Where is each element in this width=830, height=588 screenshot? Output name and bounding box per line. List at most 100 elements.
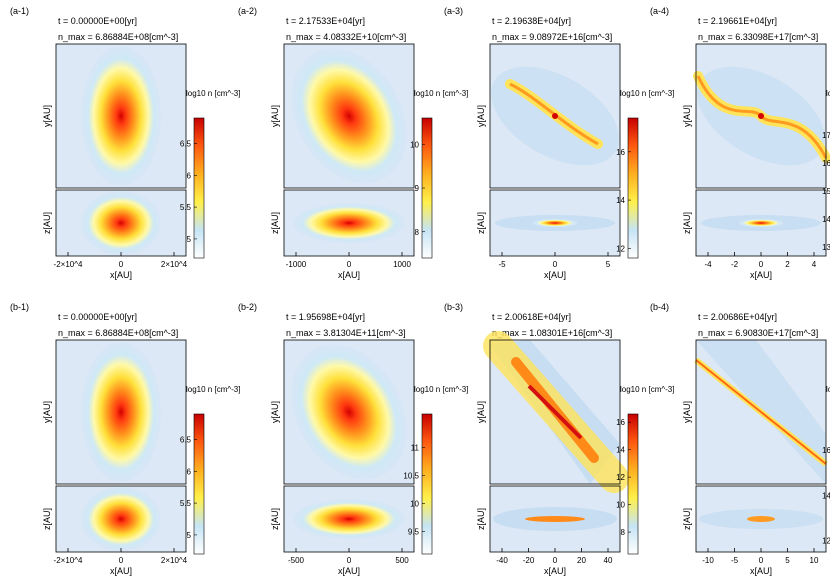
x-tick-label: -2 — [731, 260, 739, 269]
max-density-label: n_max = 6.86884E+08[cm^-3] — [58, 32, 178, 42]
x-tick-label: 2×10^4 — [161, 260, 188, 269]
density-core — [291, 48, 407, 184]
colorbar-tick-label: 5 — [187, 531, 192, 540]
peak-dot — [758, 113, 764, 119]
y-axis-label: y[AU] — [682, 105, 692, 127]
x-tick-label: -2×10^4 — [54, 556, 83, 565]
colorbar-tick-label: 13 — [822, 243, 830, 252]
colorbar-tick-label: 16 — [822, 446, 830, 455]
x-tick-label: -40 — [496, 556, 508, 565]
colorbar-tick-label: 8 — [621, 528, 626, 537]
z-axis-label: z[AU] — [476, 508, 486, 530]
x-tick-label: -500 — [288, 556, 305, 565]
colorbar-tick-label: 14 — [822, 215, 830, 224]
y-axis-label: y[AU] — [682, 401, 692, 423]
x-tick-label: -10 — [702, 556, 714, 565]
colorbar — [627, 117, 639, 259]
panel-tag: (b-2) — [238, 302, 257, 312]
time-label: t = 2.17533E+04[yr] — [286, 16, 365, 26]
max-density-label: n_max = 6.90830E+17[cm^-3] — [698, 328, 818, 338]
density-core — [291, 344, 407, 480]
panel-tag: (a-4) — [650, 6, 669, 16]
face-on-frame — [283, 43, 415, 189]
edge-core — [739, 219, 783, 227]
filament-inner — [527, 384, 583, 440]
colorbar-tick-label: 5.5 — [180, 499, 192, 508]
x-tick-label: 0 — [347, 260, 352, 269]
max-density-label: n_max = 1.08301E+16[cm^-3] — [492, 328, 612, 338]
time-label: t = 2.00686E+04[yr] — [698, 312, 777, 322]
colorbar-tick-label: 8 — [415, 228, 420, 237]
x-tick-label: 4 — [812, 260, 817, 269]
y-axis-label: y[AU] — [476, 105, 486, 127]
z-axis-label: z[AU] — [270, 508, 280, 530]
face-on-frame — [695, 43, 827, 189]
panel-a-2: (a-2) t = 2.17533E+04[yr] n_max = 4.08332E… — [238, 6, 468, 280]
colorbar — [421, 413, 433, 555]
x-tick-label: 2 — [785, 260, 790, 269]
max-density-label: n_max = 6.86884E+08[cm^-3] — [58, 328, 178, 338]
time-label: t = 0.00000E+00[yr] — [58, 16, 137, 26]
y-axis-label: y[AU] — [42, 105, 52, 127]
density-core — [81, 342, 161, 482]
colorbar-tick-label: 10.5 — [403, 472, 419, 481]
panel-tag: (a-2) — [238, 6, 257, 16]
colorbar-tick-label: 6.5 — [180, 139, 192, 148]
colorbar-label: log10 n [cm^-3] — [826, 89, 830, 98]
colorbar-label: log10 n [cm^-3] — [186, 89, 240, 98]
colorbar-tick-label: 5 — [187, 235, 192, 244]
time-label: t = 2.19661E+04[yr] — [698, 16, 777, 26]
colorbar-tick-label: 9 — [415, 184, 420, 193]
x-axis-label: x[AU] — [110, 566, 132, 576]
edge-core — [525, 516, 585, 522]
x-axis-label: x[AU] — [544, 566, 566, 576]
colorbar-tick-label: 9.5 — [408, 528, 420, 537]
panel-b-4: (b-4) t = 2.00686E+04[yr] n_max = 6.90830E… — [650, 302, 830, 576]
x-tick-label: 500 — [395, 556, 409, 565]
x-tick-label: -1000 — [286, 260, 307, 269]
face-on-frame — [695, 339, 827, 485]
colorbar-label: log10 n [cm^-3] — [620, 89, 674, 98]
colorbar — [193, 413, 205, 555]
edge-core — [293, 203, 405, 243]
colorbar-label: log10 n [cm^-3] — [414, 89, 468, 98]
x-axis-label: x[AU] — [338, 270, 360, 280]
x-tick-label: 5 — [606, 260, 611, 269]
panel-b-2: (b-2) t = 1.95698E+04[yr] n_max = 3.81304E… — [238, 302, 468, 576]
colorbar-label: log10 n [cm^-3] — [414, 385, 468, 394]
x-tick-label: 5 — [785, 556, 790, 565]
x-tick-label: 0 — [759, 556, 764, 565]
time-label: t = 2.00618E+04[yr] — [492, 312, 571, 322]
z-axis-label: z[AU] — [476, 212, 486, 234]
colorbar-tick-label: 6 — [187, 171, 192, 180]
density-core — [81, 46, 161, 186]
panel-b-1: (b-1) t = 0.00000E+00[yr] n_max = 6.86884E… — [10, 302, 240, 576]
panel-tag: (a-1) — [10, 6, 29, 16]
x-tick-label: -2×10^4 — [54, 260, 83, 269]
colorbar-label: log10 n [cm^-3] — [620, 385, 674, 394]
face-on-frame — [283, 339, 415, 485]
z-axis-label: z[AU] — [682, 212, 692, 234]
colorbar-tick-label: 16 — [616, 148, 625, 157]
z-axis-label: z[AU] — [682, 508, 692, 530]
colorbar-tick-label: 15 — [822, 187, 830, 196]
panel-tag: (a-3) — [444, 6, 463, 16]
panel-tag: (b-1) — [10, 302, 29, 312]
filament-inner — [695, 359, 827, 465]
x-tick-label: 0 — [553, 556, 558, 565]
y-axis-label: y[AU] — [42, 401, 52, 423]
edge-core — [293, 499, 405, 539]
colorbar-tick-label: 10 — [410, 500, 419, 509]
y-axis-label: y[AU] — [270, 401, 280, 423]
colorbar-tick-label: 6 — [187, 467, 192, 476]
colorbar-tick-label: 17 — [822, 131, 830, 140]
z-axis-label: z[AU] — [42, 212, 52, 234]
colorbar-tick-label: 5.5 — [180, 203, 192, 212]
edge-core — [81, 487, 161, 551]
colorbar-tick-label: 12 — [616, 473, 625, 482]
colorbar-tick-label: 12 — [616, 244, 625, 253]
filament-inner — [509, 82, 599, 146]
x-tick-label: -5 — [498, 260, 506, 269]
colorbar-tick-label: 14 — [616, 446, 625, 455]
